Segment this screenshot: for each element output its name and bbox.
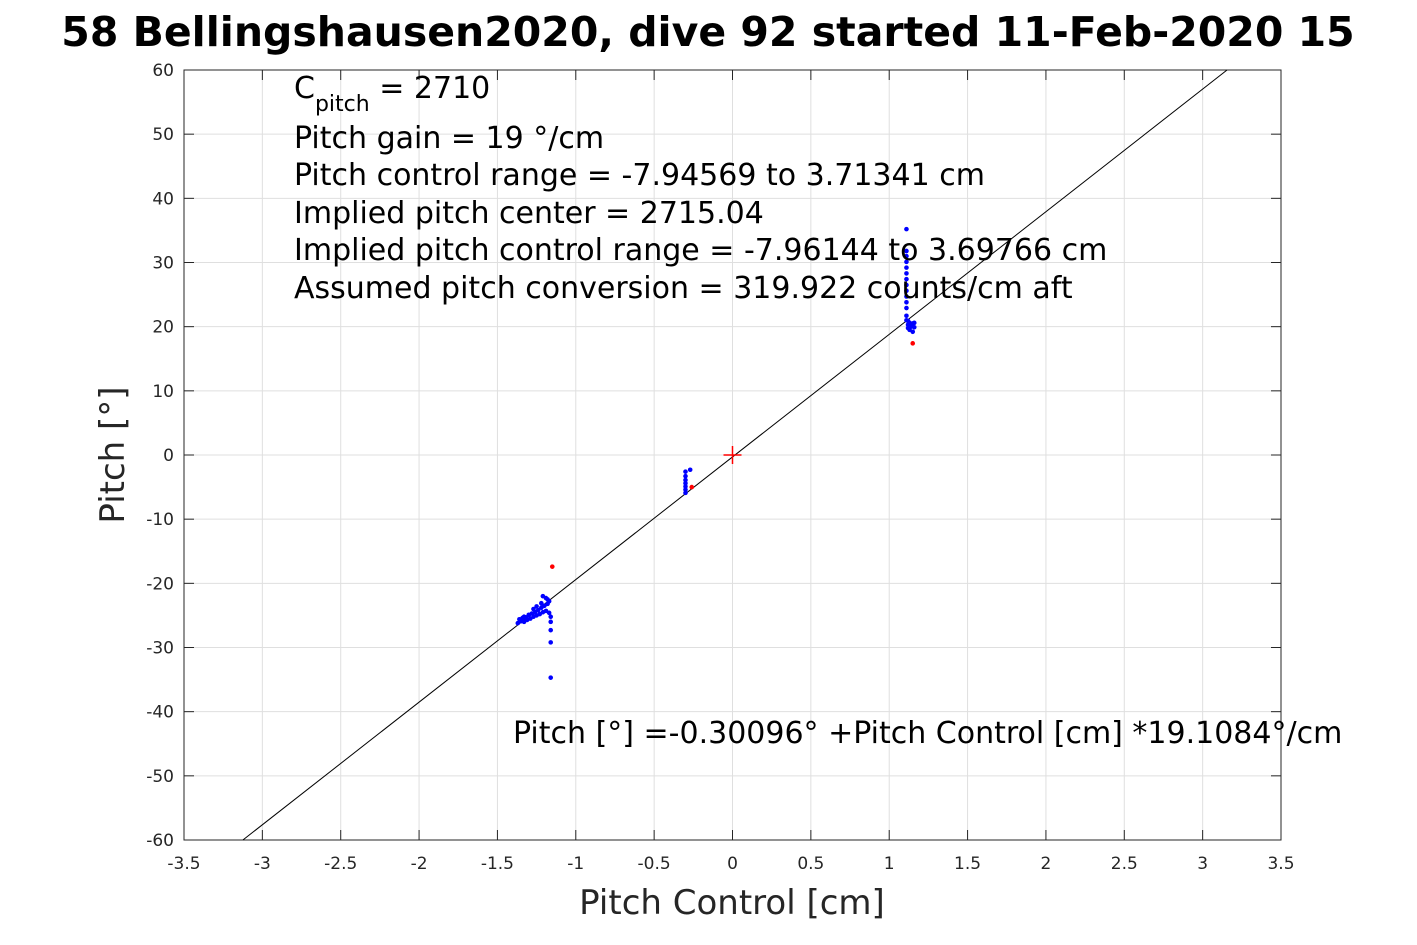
data-point: [904, 265, 909, 270]
data-point: [904, 288, 909, 294]
data-point: [521, 614, 527, 619]
y-axis-label: Pitch [°]: [93, 386, 133, 523]
data-point: [904, 294, 909, 299]
data-point: [526, 613, 532, 618]
data-point: [904, 248, 909, 254]
cpitch-value: = 2710: [370, 71, 491, 106]
x-tick-label: -1: [567, 854, 584, 874]
chart-title: 58 Bellingshausen2020, dive 92 started 1…: [61, 8, 1354, 56]
x-tick-label: -2: [411, 854, 428, 874]
data-point: [689, 484, 695, 490]
data-point: [683, 484, 688, 489]
x-tick-label: 2: [1041, 854, 1052, 874]
data-point: [904, 226, 909, 232]
y-tick-label: -50: [146, 767, 174, 787]
data-point: [904, 299, 909, 305]
y-tick-label: -10: [146, 510, 174, 530]
pitch-control-range-annotation: Pitch control range = -7.94569 to 3.7134…: [294, 158, 985, 193]
implied-pitch-center-annotation: Implied pitch center = 2715.04: [294, 196, 764, 231]
data-point: [683, 469, 688, 474]
data-point: [549, 564, 555, 569]
x-tick-label: 2.5: [1111, 854, 1138, 874]
data-point: [905, 318, 911, 324]
x-axis-label: Pitch Control [cm]: [579, 883, 885, 923]
data-point: [535, 607, 541, 613]
data-point: [904, 282, 909, 288]
y-tick-label: 0: [163, 446, 174, 466]
y-tick-label: 30: [152, 254, 174, 274]
pitch-conversion-annotation: Assumed pitch conversion = 319.922 count…: [294, 271, 1073, 306]
y-tick-label: -30: [146, 639, 174, 659]
data-point: [683, 473, 688, 479]
data-point: [911, 325, 917, 330]
y-tick-label: -40: [146, 703, 174, 723]
data-point: [548, 614, 554, 619]
data-point: [683, 477, 688, 483]
cpitch-main: C: [294, 71, 315, 106]
cpitch-annotation: Cpitch = 2710: [294, 71, 490, 117]
y-tick-label: 50: [152, 125, 174, 145]
data-point: [904, 253, 909, 259]
x-tick-label: 1.5: [954, 854, 981, 874]
data-point: [904, 313, 909, 319]
x-tick-label: -0.5: [638, 854, 671, 874]
y-tick-label: -20: [146, 574, 174, 594]
data-point: [531, 606, 536, 612]
x-tick-label: 3.5: [1267, 854, 1294, 874]
data-point: [911, 320, 917, 326]
y-tick-label: 40: [152, 189, 174, 209]
x-tick-label: 0: [727, 854, 738, 874]
data-point: [683, 480, 688, 486]
data-point: [548, 640, 554, 645]
data-point: [904, 276, 909, 282]
data-point: [683, 487, 688, 492]
data-point: [904, 305, 909, 311]
axis-ticks: -3.5 -3 -2.5 -2 -1.5 -1 -0.5 0 0.5 1 1.5 2 2.5 3 3.5 -6…: [146, 61, 1294, 874]
data-point: [904, 271, 909, 276]
y-tick-label: 20: [152, 318, 174, 338]
data-point: [546, 610, 552, 616]
x-tick-label: -3.5: [167, 854, 200, 874]
x-tick-label: 1: [884, 854, 895, 874]
data-point: [540, 593, 546, 599]
data-point: [548, 675, 554, 680]
x-tick-label: -3: [254, 854, 271, 874]
data-point: [548, 627, 554, 633]
pitch-gain-annotation: Pitch gain = 19 °/cm: [294, 121, 604, 156]
grid: [184, 70, 1281, 840]
y-tick-label: -60: [146, 831, 174, 851]
data-point: [687, 467, 693, 473]
data-point: [534, 604, 539, 609]
data-point: [683, 490, 688, 496]
y-tick-label: 10: [152, 382, 174, 402]
data-points: [515, 226, 917, 680]
data-point: [910, 341, 916, 346]
x-tick-label: -2.5: [324, 854, 357, 874]
data-point: [904, 259, 909, 265]
data-point: [910, 329, 916, 335]
data-point: [539, 600, 544, 606]
y-tick-label: 60: [152, 61, 174, 81]
data-point: [548, 619, 554, 625]
x-tick-label: 0.5: [797, 854, 824, 874]
x-tick-label: 3: [1197, 854, 1208, 874]
x-tick-label: -1.5: [481, 854, 514, 874]
cpitch-subscript: pitch: [315, 92, 370, 117]
fit-equation-annotation: Pitch [°] =-0.30096° +Pitch Control [cm]…: [513, 716, 1342, 751]
data-point: [545, 597, 550, 602]
implied-pitch-range-annotation: Implied pitch control range = -7.96144 t…: [294, 233, 1107, 268]
